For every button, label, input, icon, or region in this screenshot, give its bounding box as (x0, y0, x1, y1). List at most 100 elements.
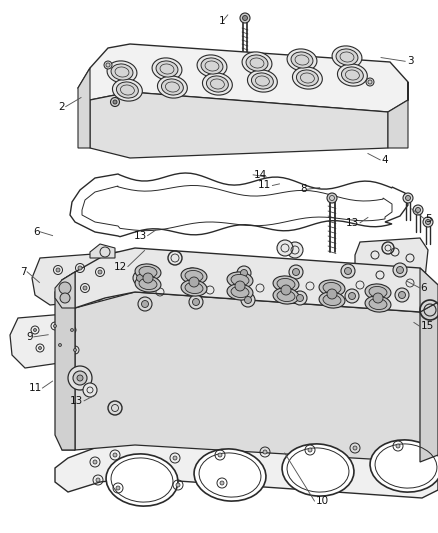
Ellipse shape (273, 276, 299, 292)
Text: 9: 9 (26, 332, 33, 342)
Ellipse shape (181, 280, 207, 296)
Polygon shape (388, 82, 408, 148)
Ellipse shape (185, 270, 203, 281)
Ellipse shape (369, 298, 387, 310)
Circle shape (185, 268, 199, 282)
Circle shape (93, 460, 97, 464)
Text: 8: 8 (300, 184, 307, 194)
Circle shape (143, 273, 153, 283)
Ellipse shape (162, 79, 184, 95)
Circle shape (240, 13, 250, 23)
Ellipse shape (336, 49, 358, 65)
Text: 13: 13 (134, 231, 147, 240)
Circle shape (71, 328, 74, 332)
Text: 1: 1 (219, 17, 226, 26)
Circle shape (353, 446, 357, 450)
Circle shape (59, 343, 61, 346)
Polygon shape (420, 285, 438, 462)
Circle shape (423, 217, 433, 227)
Ellipse shape (135, 276, 161, 292)
Ellipse shape (111, 64, 133, 80)
Circle shape (399, 292, 406, 298)
Circle shape (59, 282, 71, 294)
Circle shape (327, 193, 337, 203)
Circle shape (366, 78, 374, 86)
Ellipse shape (107, 61, 137, 83)
Polygon shape (10, 312, 98, 368)
Circle shape (403, 193, 413, 203)
Ellipse shape (139, 266, 157, 278)
Circle shape (137, 274, 144, 281)
Circle shape (173, 456, 177, 460)
Ellipse shape (293, 67, 322, 89)
Ellipse shape (273, 288, 299, 304)
Ellipse shape (287, 49, 317, 71)
Text: 12: 12 (114, 262, 127, 271)
Circle shape (345, 289, 359, 303)
Circle shape (235, 281, 245, 291)
Ellipse shape (158, 76, 187, 98)
Text: 4: 4 (381, 155, 388, 165)
Circle shape (104, 61, 112, 69)
Ellipse shape (227, 284, 253, 300)
Ellipse shape (297, 70, 318, 86)
Ellipse shape (323, 294, 341, 305)
Polygon shape (90, 92, 388, 158)
Ellipse shape (106, 454, 178, 506)
Ellipse shape (152, 58, 182, 80)
Circle shape (293, 291, 307, 305)
Ellipse shape (247, 70, 277, 92)
Circle shape (393, 263, 407, 277)
Polygon shape (420, 268, 438, 312)
Ellipse shape (181, 268, 207, 284)
Circle shape (406, 196, 410, 200)
Ellipse shape (139, 278, 157, 289)
Polygon shape (78, 44, 408, 112)
Circle shape (345, 268, 352, 274)
Circle shape (396, 444, 400, 448)
Ellipse shape (319, 292, 345, 308)
Circle shape (289, 265, 303, 279)
Circle shape (176, 483, 180, 487)
Text: 13: 13 (346, 218, 359, 228)
Text: 6: 6 (33, 227, 39, 237)
Circle shape (218, 453, 222, 457)
Ellipse shape (323, 282, 341, 294)
Circle shape (141, 301, 148, 308)
Circle shape (96, 478, 100, 482)
Circle shape (373, 293, 383, 303)
Circle shape (116, 486, 120, 490)
Circle shape (277, 240, 293, 256)
Ellipse shape (365, 296, 391, 312)
Circle shape (244, 296, 251, 303)
Ellipse shape (206, 76, 228, 92)
Circle shape (220, 481, 224, 485)
Ellipse shape (277, 290, 295, 302)
Ellipse shape (117, 82, 138, 98)
Ellipse shape (251, 73, 273, 89)
Ellipse shape (194, 449, 266, 501)
Circle shape (240, 270, 247, 277)
Circle shape (113, 453, 117, 457)
Circle shape (39, 346, 42, 350)
Text: 3: 3 (407, 56, 414, 66)
Circle shape (53, 325, 57, 327)
Circle shape (243, 15, 247, 20)
Circle shape (293, 269, 300, 276)
Polygon shape (90, 244, 115, 258)
Polygon shape (32, 252, 128, 305)
Circle shape (73, 371, 87, 385)
Circle shape (78, 266, 82, 270)
Text: 15: 15 (420, 321, 434, 331)
Text: 6: 6 (420, 283, 427, 293)
Circle shape (308, 448, 312, 452)
Polygon shape (78, 68, 90, 148)
Polygon shape (62, 248, 438, 312)
Ellipse shape (370, 440, 438, 492)
Circle shape (188, 271, 195, 279)
Polygon shape (55, 272, 75, 308)
Ellipse shape (332, 46, 362, 68)
Circle shape (327, 289, 337, 299)
Circle shape (74, 349, 77, 351)
Circle shape (63, 288, 67, 292)
